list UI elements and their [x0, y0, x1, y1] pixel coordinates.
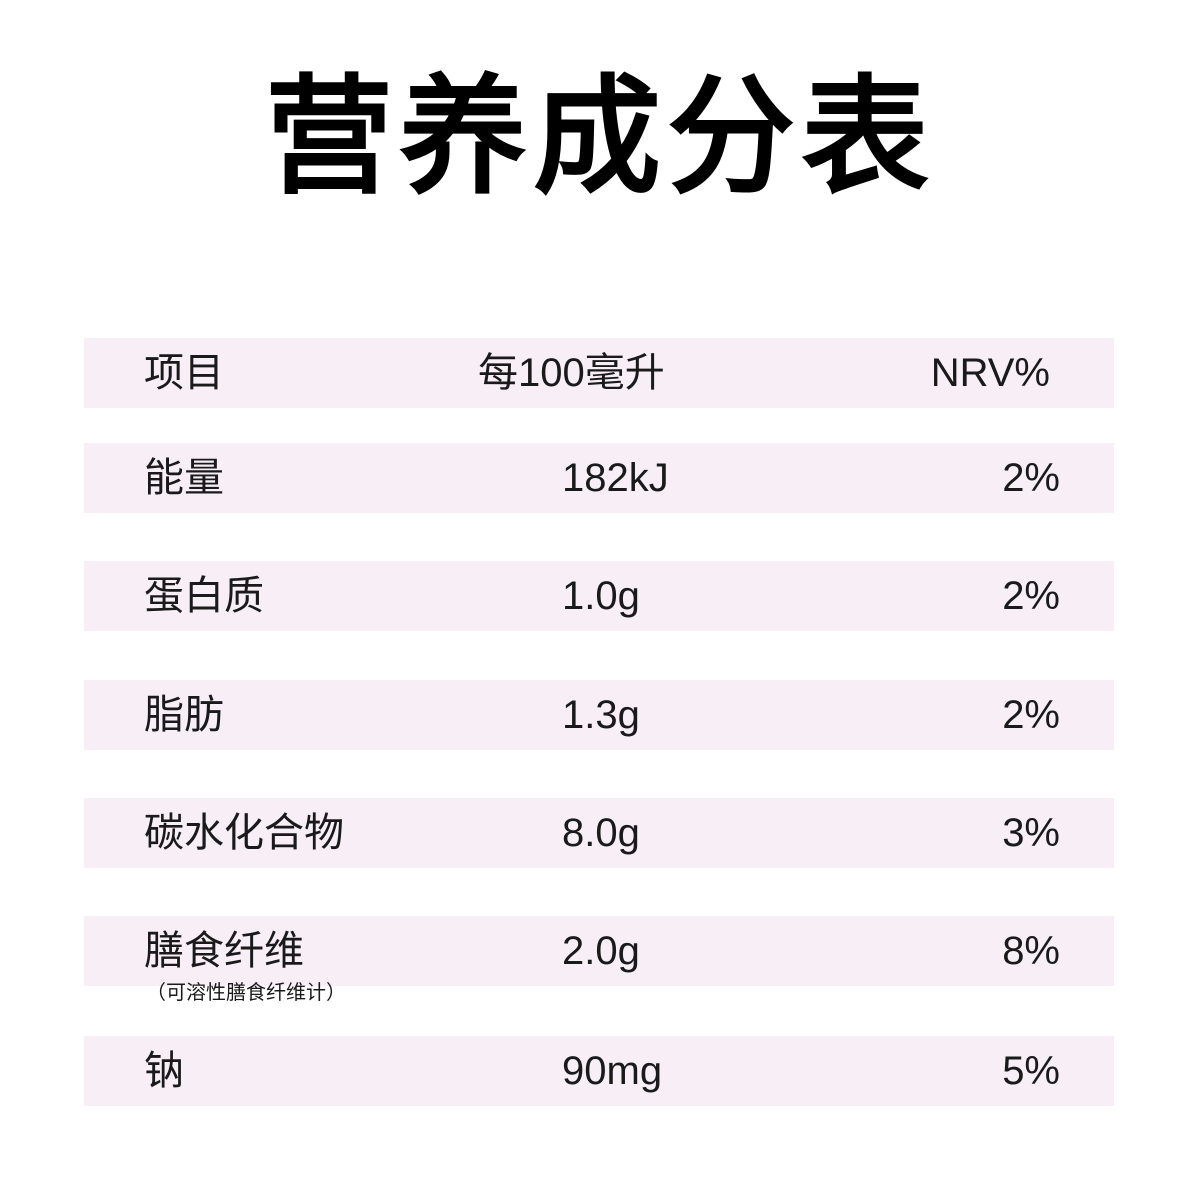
header-per100: 每100毫升 [478, 351, 665, 395]
table-row: 碳水化合物 8.0g 3% [84, 798, 1114, 868]
nutrient-amount: 1.3g [562, 693, 640, 737]
nutrient-amount: 182kJ [562, 456, 669, 500]
table-row: 能量 182kJ 2% [84, 443, 1114, 513]
nutrient-nrv: 2% [1002, 456, 1060, 500]
nutrient-nrv: 2% [1002, 574, 1060, 618]
nutrient-amount: 2.0g [562, 929, 640, 973]
nutrient-nrv: 5% [1002, 1049, 1060, 1093]
nutrient-amount: 1.0g [562, 574, 640, 618]
nutrient-name: 蛋白质 [144, 574, 264, 618]
header-nrv: NRV% [930, 351, 1050, 395]
nutrient-nrv: 2% [1002, 693, 1060, 737]
nutrient-name: 钠 [144, 1049, 184, 1093]
nutrient-name: 脂肪 [144, 693, 224, 737]
nutrient-nrv: 3% [1002, 811, 1060, 855]
table-header-row: 项目 每100毫升 NRV% [84, 338, 1114, 408]
table-row: 钠 90mg 5% [84, 1036, 1114, 1106]
nutrient-name: 膳食纤维 [144, 929, 304, 973]
nutrient-nrv: 8% [1002, 929, 1060, 973]
table-row: 脂肪 1.3g 2% [84, 680, 1114, 750]
page-title: 营养成分表 [264, 63, 935, 212]
nutrient-amount: 8.0g [562, 811, 640, 855]
table-row: 蛋白质 1.0g 2% [84, 561, 1114, 631]
fiber-note: （可溶性膳食纤维计） [146, 982, 346, 1004]
table-row: 膳食纤维 2.0g 8% [84, 916, 1114, 986]
nutrient-name: 碳水化合物 [144, 811, 344, 855]
header-item: 项目 [144, 351, 224, 395]
nutrient-name: 能量 [144, 456, 224, 500]
nutrient-amount: 90mg [562, 1049, 663, 1093]
